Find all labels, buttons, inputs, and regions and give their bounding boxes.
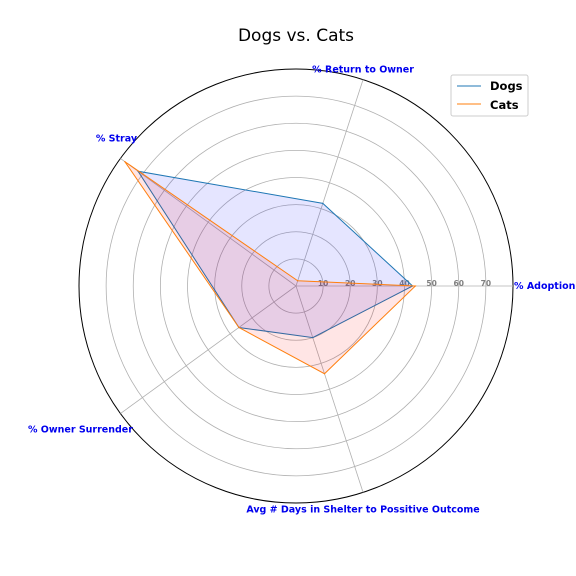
chart-title: Dogs vs. Cats [238,26,354,46]
series-point-dogs-4 [312,337,314,339]
legend: Dogs Cats [450,74,529,117]
category-label-1: % Return to Owner [312,65,414,76]
r-tick-label-30: 30 [372,279,382,288]
series-polygons [124,161,417,375]
series-point-cats-4 [323,373,326,375]
r-tick-label-50: 50 [426,279,436,288]
spoke-2 [120,158,297,287]
series-line-cats [124,161,417,375]
legend-box [450,74,529,117]
spoke-3 [120,285,297,414]
spoke-4 [295,285,364,493]
series-point-cats-0 [414,285,416,287]
series-fill-dogs [138,171,413,338]
legend-label-dogs: Dogs [490,79,523,93]
series-fill-cats [124,161,416,374]
category-label-4: Avg # Days in Shelter to Possitive Outco… [246,504,479,515]
r-tick-label-10: 10 [318,279,328,288]
r-tick-label-40: 40 [399,279,409,288]
category-labels: % Adoption % Return to Owner % Stray % Owne… [28,65,576,516]
category-label-2: % Stray [96,133,138,144]
r-tick-label-70: 70 [481,279,491,288]
category-label-3: % Owner Surrender [28,425,133,436]
series-point-cats-2 [124,161,126,163]
series-point-cats-1 [297,280,299,282]
legend-label-cats: Cats [490,98,519,112]
series-line-dogs [136,170,414,339]
category-label-0: % Adoption [514,281,576,292]
r-tick-label-60: 60 [454,279,464,288]
series-point-dogs-1 [322,202,324,204]
spoke-1 [295,79,364,287]
series-point-cats-3 [238,326,240,329]
